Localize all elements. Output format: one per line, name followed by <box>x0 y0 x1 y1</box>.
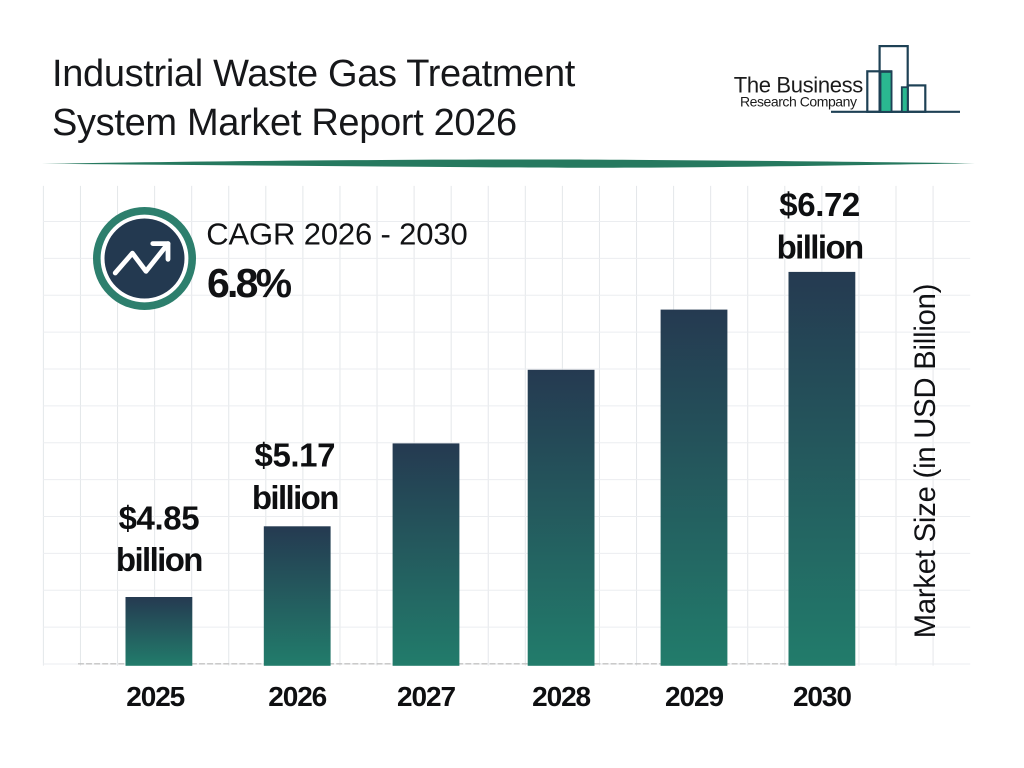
svg-text:System Market Report 2026: System Market Report 2026 <box>52 102 517 144</box>
svg-text:billion: billion <box>116 541 202 578</box>
svg-text:$5.17: $5.17 <box>255 437 336 474</box>
svg-text:CAGR 2026 - 2030: CAGR 2026 - 2030 <box>206 216 467 251</box>
svg-text:billion: billion <box>777 229 863 266</box>
svg-text:2026: 2026 <box>268 681 326 712</box>
svg-text:2029: 2029 <box>665 681 723 712</box>
svg-text:$6.72: $6.72 <box>779 186 860 223</box>
svg-text:Research Company: Research Company <box>740 94 857 110</box>
svg-text:2028: 2028 <box>532 681 590 712</box>
svg-text:The Business: The Business <box>734 73 863 98</box>
svg-text:$4.85: $4.85 <box>119 499 200 536</box>
svg-text:Industrial Waste Gas Treatment: Industrial Waste Gas Treatment <box>52 53 576 95</box>
svg-text:2027: 2027 <box>397 681 455 712</box>
svg-text:Market Size (in USD Billion): Market Size (in USD Billion) <box>910 284 942 638</box>
svg-text:2025: 2025 <box>126 681 184 712</box>
svg-text:2030: 2030 <box>793 681 851 712</box>
svg-text:billion: billion <box>252 479 338 516</box>
svg-text:6.8%: 6.8% <box>207 260 292 306</box>
